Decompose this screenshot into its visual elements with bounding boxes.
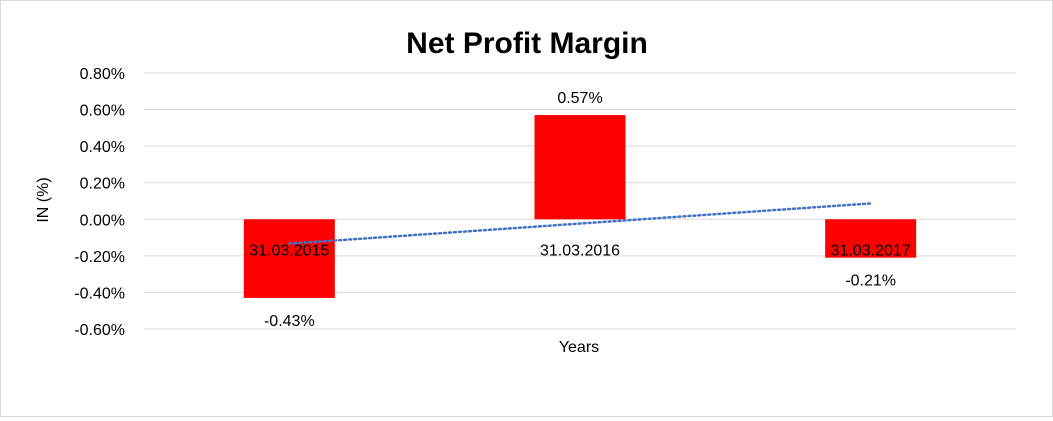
y-tick-label: 0.20% — [80, 176, 125, 193]
data-labels: -0.43% 0.57% -0.21% — [264, 90, 896, 330]
y-axis-ticks: 0.80% 0.60% 0.40% 0.20% 0.00% -0.20% -0.40% -0.… — [74, 66, 125, 339]
x-axis-title: Years — [559, 339, 599, 356]
y-tick-label: -0.40% — [74, 285, 125, 302]
bar — [825, 219, 917, 258]
trendline — [288, 202, 872, 245]
category-labels: 31.03.2015 31.03.2016 31.03.2017 — [249, 242, 911, 259]
trendline-layer — [288, 202, 872, 245]
data-label: -0.21% — [845, 273, 896, 290]
chart-title: Net Profit Margin — [406, 27, 648, 60]
bar — [534, 115, 626, 220]
data-label: -0.43% — [264, 313, 315, 330]
y-tick-label: 0.80% — [80, 66, 125, 83]
category-label: 31.03.2016 — [540, 242, 620, 259]
y-tick-label: 0.40% — [80, 139, 125, 156]
y-tick-label: -0.20% — [74, 249, 125, 266]
bar-series — [243, 115, 917, 298]
category-label: 31.03.2017 — [831, 242, 911, 259]
y-tick-label: 0.60% — [80, 103, 125, 120]
y-tick-label: 0.00% — [80, 212, 125, 229]
data-label: 0.57% — [557, 90, 602, 107]
y-tick-label: -0.60% — [74, 322, 125, 339]
category-label: 31.03.2015 — [249, 242, 329, 259]
bar — [243, 219, 335, 298]
y-axis-title: IN (%) — [35, 177, 52, 222]
